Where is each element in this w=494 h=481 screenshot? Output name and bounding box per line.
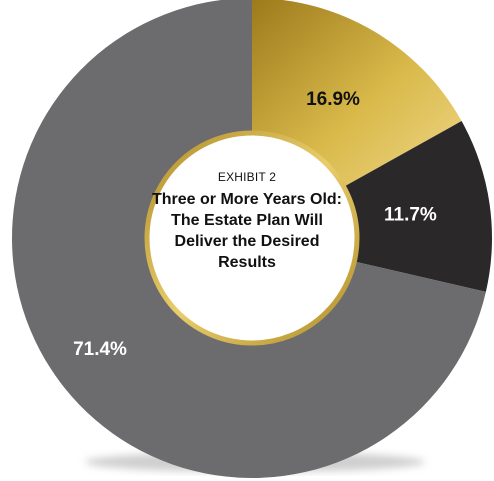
chart-title: Three or More Years Old: The Estate Plan… [152,191,342,271]
donut-slice-3 [12,0,486,478]
center-ring [144,130,360,346]
slice-label-1: 16.9% [306,89,360,110]
chart-center-text: EXHIBIT 2 Three or More Years Old: The E… [147,170,347,273]
slice-label-2: 11.7% [384,204,437,225]
donut-slice-1 [252,0,462,190]
donut-slice-2 [339,121,492,292]
slice-label-3: 71.4% [73,339,127,360]
chart-subtitle: EXHIBIT 2 [217,170,277,184]
